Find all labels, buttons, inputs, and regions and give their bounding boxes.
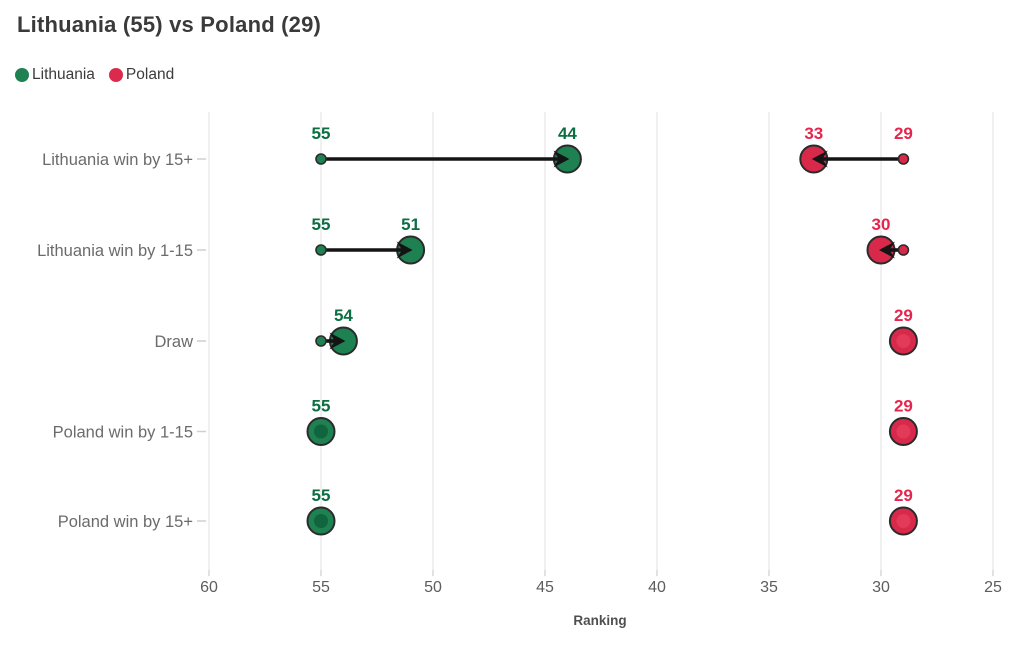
rank-change-arrowhead-icon bbox=[396, 241, 413, 259]
poland-current-rank-marker bbox=[896, 514, 911, 528]
x-tick-label: 50 bbox=[424, 579, 442, 596]
lithuania-current-rank-marker bbox=[314, 514, 328, 528]
category-label: Poland win by 1-15 bbox=[53, 424, 193, 442]
legend-item-lithuania: Lithuania bbox=[15, 66, 95, 84]
lithuania-to-value-label: 51 bbox=[401, 215, 420, 234]
poland-to-value-label: 29 bbox=[894, 486, 913, 505]
lithuania-current-rank-marker bbox=[315, 153, 327, 165]
legend-label-lithuania: Lithuania bbox=[32, 66, 95, 83]
poland-current-rank-marker bbox=[897, 153, 910, 165]
chart-title: Lithuania (55) vs Poland (29) bbox=[17, 12, 322, 37]
poland-current-rank-marker bbox=[896, 334, 911, 348]
lithuania-to-value-label: 55 bbox=[312, 397, 331, 416]
x-tick-label: 45 bbox=[536, 579, 554, 596]
x-tick-label: 30 bbox=[872, 579, 890, 596]
poland-to-value-label: 29 bbox=[894, 306, 913, 325]
lithuania-from-value-label: 55 bbox=[312, 215, 331, 234]
x-tick-label: 55 bbox=[312, 579, 330, 596]
x-axis-label: Ranking bbox=[573, 613, 626, 628]
category-label: Draw bbox=[154, 333, 193, 351]
poland-to-value-label: 30 bbox=[872, 215, 891, 234]
rank-change-arrowhead-icon bbox=[553, 150, 570, 168]
poland-legend-dot-icon bbox=[108, 68, 123, 82]
lithuania-to-value-label: 44 bbox=[558, 124, 577, 143]
rank-change-arrowhead-icon bbox=[811, 150, 828, 168]
lithuania-current-rank-marker bbox=[314, 424, 328, 439]
lithuania-from-value-label: 55 bbox=[312, 124, 331, 143]
x-tick-label: 25 bbox=[984, 579, 1002, 596]
lithuania-current-rank-marker bbox=[315, 244, 327, 256]
poland-current-rank-marker bbox=[896, 424, 911, 439]
legend: Lithuania Poland bbox=[15, 66, 174, 84]
poland-from-value-label: 29 bbox=[894, 124, 913, 143]
lithuania-to-value-label: 55 bbox=[312, 486, 331, 505]
category-label: Poland win by 15+ bbox=[58, 513, 193, 531]
category-label: Lithuania win by 15+ bbox=[42, 151, 193, 169]
poland-current-rank-marker bbox=[897, 244, 910, 256]
legend-label-poland: Poland bbox=[125, 66, 175, 83]
x-tick-label: 40 bbox=[648, 579, 666, 596]
legend-item-poland: Poland bbox=[108, 66, 175, 84]
poland-to-value-label: 29 bbox=[894, 397, 913, 416]
category-label: Lithuania win by 1-15 bbox=[37, 242, 193, 260]
x-tick-label: 35 bbox=[760, 579, 778, 596]
lithuania-current-rank-marker bbox=[315, 335, 327, 347]
lithuania-legend-dot-icon bbox=[15, 68, 29, 82]
x-tick-label: 60 bbox=[200, 579, 218, 596]
ranking-dumbbell-chart: 60 55 50 45 40 35 30 25 Ranking Lithuania win by … bbox=[37, 112, 1002, 628]
poland-to-value-label: 33 bbox=[804, 124, 823, 143]
rank-change-arrowhead-icon bbox=[329, 332, 346, 350]
lithuania-to-value-label: 54 bbox=[334, 306, 353, 325]
rank-change-arrowhead-icon bbox=[879, 241, 895, 259]
